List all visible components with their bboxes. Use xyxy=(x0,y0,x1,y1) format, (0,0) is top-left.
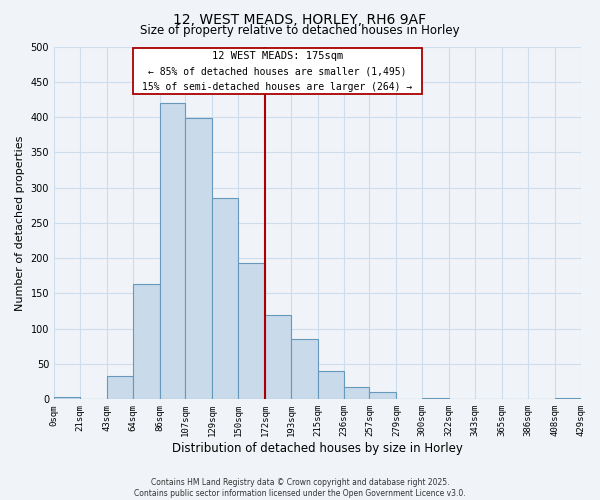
Text: 15% of semi-detached houses are larger (264) →: 15% of semi-detached houses are larger (… xyxy=(142,82,413,92)
Bar xyxy=(107,376,133,400)
Bar xyxy=(160,103,185,400)
Bar xyxy=(133,284,160,400)
Bar xyxy=(238,263,265,400)
FancyBboxPatch shape xyxy=(133,48,422,94)
Bar xyxy=(344,386,370,400)
Bar xyxy=(318,371,344,400)
Bar xyxy=(555,398,581,400)
Bar xyxy=(212,198,238,400)
Bar xyxy=(265,314,291,400)
Bar xyxy=(291,340,318,400)
Text: ← 85% of detached houses are smaller (1,495): ← 85% of detached houses are smaller (1,… xyxy=(148,66,407,76)
Text: 12 WEST MEADS: 175sqm: 12 WEST MEADS: 175sqm xyxy=(212,50,343,60)
Bar xyxy=(422,398,449,400)
Text: Size of property relative to detached houses in Horley: Size of property relative to detached ho… xyxy=(140,24,460,37)
Text: 12, WEST MEADS, HORLEY, RH6 9AF: 12, WEST MEADS, HORLEY, RH6 9AF xyxy=(173,12,427,26)
X-axis label: Distribution of detached houses by size in Horley: Distribution of detached houses by size … xyxy=(172,442,463,455)
Y-axis label: Number of detached properties: Number of detached properties xyxy=(15,135,25,310)
Bar xyxy=(370,392,397,400)
Bar xyxy=(54,397,80,400)
Bar xyxy=(185,118,212,400)
Text: Contains HM Land Registry data © Crown copyright and database right 2025.
Contai: Contains HM Land Registry data © Crown c… xyxy=(134,478,466,498)
